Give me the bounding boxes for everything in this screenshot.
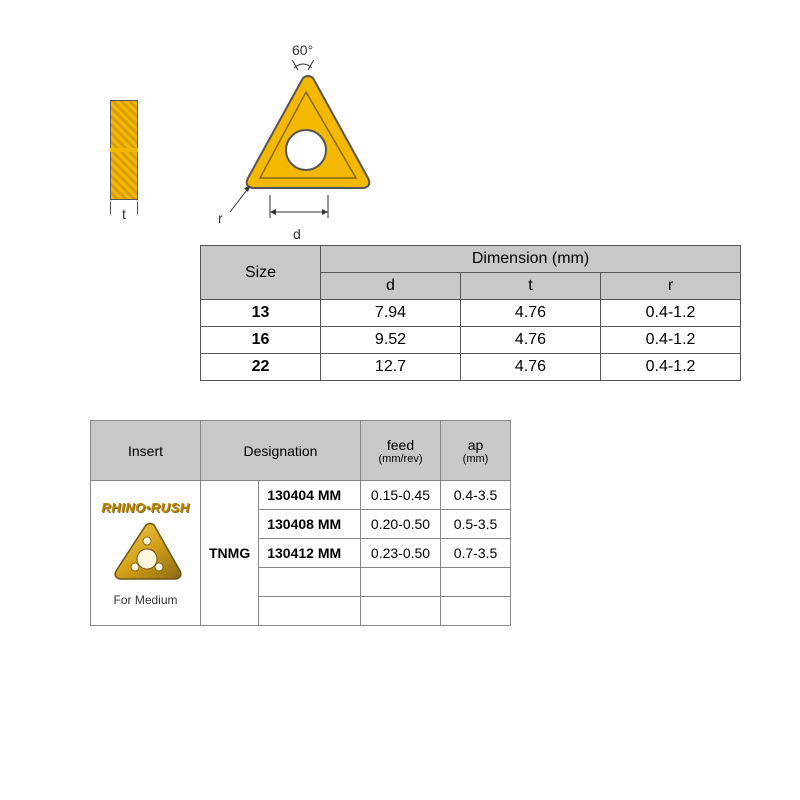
feed-unit: (mm/rev) [369, 453, 432, 465]
triangle-diagram: 60° d r [220, 60, 400, 240]
designation-header: Designation [201, 421, 361, 481]
t-cell: 4.76 [461, 354, 601, 381]
ap-header: ap (mm) [441, 421, 511, 481]
empty-cell [441, 568, 511, 597]
brand-logo: RHINO•RUSH [99, 500, 192, 515]
table-row: 16 9.52 4.76 0.4-1.2 [201, 327, 741, 354]
table-row: 13 7.94 4.76 0.4-1.2 [201, 300, 741, 327]
t-cell: 4.76 [461, 300, 601, 327]
feed-label: feed [387, 437, 414, 453]
r-cell: 0.4-1.2 [601, 327, 741, 354]
dimension-table: Size Dimension (mm) d t r 13 7.94 4.76 0… [200, 245, 741, 381]
code-cell: 130408 MM [259, 510, 361, 539]
feed-cell: 0.15-0.45 [361, 481, 441, 510]
rect-diagram: t [90, 100, 160, 240]
col-r: r [601, 273, 741, 300]
for-medium-label: For Medium [99, 593, 192, 607]
diagram-row: t 60° d r [90, 60, 400, 240]
ap-cell: 0.5-3.5 [441, 510, 511, 539]
d-label: d [293, 226, 301, 242]
empty-cell [259, 597, 361, 626]
insert-header: Insert [91, 421, 201, 481]
code-cell: 130412 MM [259, 539, 361, 568]
empty-cell [259, 568, 361, 597]
angle-label: 60° [292, 42, 313, 58]
dimension-header: Dimension (mm) [321, 246, 741, 273]
triangle-svg [220, 60, 400, 240]
r-cell: 0.4-1.2 [601, 300, 741, 327]
col-t: t [461, 273, 601, 300]
ap-label: ap [468, 437, 484, 453]
empty-cell [441, 597, 511, 626]
size-header: Size [201, 246, 321, 300]
col-d: d [321, 273, 461, 300]
tnmg-cell: TNMG [201, 481, 259, 626]
d-cell: 7.94 [321, 300, 461, 327]
t-dimension: t [108, 206, 140, 222]
ap-unit: (mm) [449, 453, 502, 465]
t-cell: 4.76 [461, 327, 601, 354]
code-cell: 130404 MM [259, 481, 361, 510]
rect-mid [110, 148, 138, 152]
feed-cell: 0.23-0.50 [361, 539, 441, 568]
feed-header: feed (mm/rev) [361, 421, 441, 481]
ap-cell: 0.4-3.5 [441, 481, 511, 510]
r-label: r [218, 210, 223, 226]
size-cell: 22 [201, 354, 321, 381]
insert-cell: RHINO•RUSH For Medium [91, 481, 201, 626]
ap-cell: 0.7-3.5 [441, 539, 511, 568]
d-cell: 12.7 [321, 354, 461, 381]
d-cell: 9.52 [321, 327, 461, 354]
size-cell: 13 [201, 300, 321, 327]
empty-cell [361, 597, 441, 626]
empty-cell [361, 568, 441, 597]
size-cell: 16 [201, 327, 321, 354]
table-row: RHINO•RUSH For Medium TNMG 130404 MM 0. [91, 481, 511, 510]
table-row: 22 12.7 4.76 0.4-1.2 [201, 354, 741, 381]
r-cell: 0.4-1.2 [601, 354, 741, 381]
feed-cell: 0.20-0.50 [361, 510, 441, 539]
insert-icon [106, 519, 186, 589]
designation-table-wrap: Insert Designation feed (mm/rev) ap (mm)… [90, 420, 511, 626]
designation-table: Insert Designation feed (mm/rev) ap (mm)… [90, 420, 511, 626]
